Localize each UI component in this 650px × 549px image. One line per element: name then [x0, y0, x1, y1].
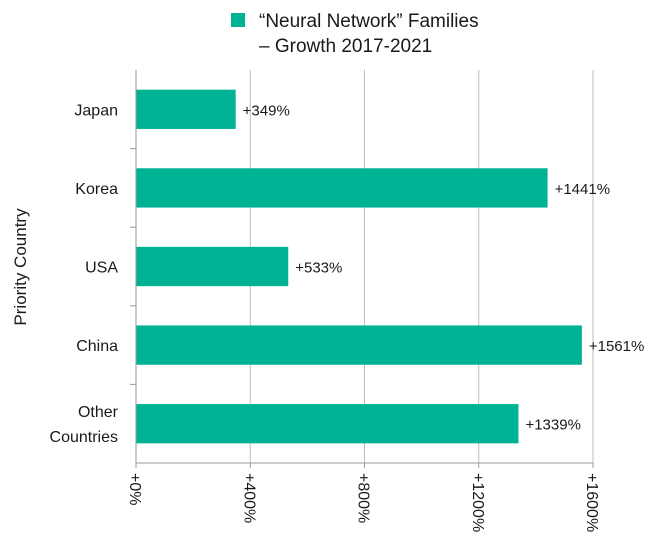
y-tick-label: Other — [78, 404, 119, 421]
bar — [136, 404, 519, 444]
legend: “Neural Network” Families – Growth 2017-… — [231, 11, 479, 57]
legend-label-line1: “Neural Network” Families — [259, 11, 479, 32]
bar — [136, 246, 289, 287]
axes — [130, 70, 594, 468]
data-label: +533% — [295, 260, 342, 277]
bars — [136, 89, 582, 444]
bar — [136, 89, 236, 129]
y-tick-label: Korea — [75, 181, 118, 198]
y-tick-label: Countries — [50, 429, 118, 446]
bar — [136, 168, 548, 208]
x-tick-label: +400% — [240, 473, 257, 523]
data-label: +1561% — [589, 338, 644, 355]
data-label: +1441% — [555, 181, 610, 198]
x-tick-label: +0% — [126, 473, 143, 505]
x-tick-label: +1200% — [469, 473, 486, 532]
legend-swatch — [231, 13, 245, 27]
legend-label-line2: – Growth 2017-2021 — [259, 36, 432, 57]
y-tick-label: Japan — [74, 102, 118, 119]
y-axis-title: Priority Country — [11, 208, 30, 326]
y-tick-label: China — [76, 338, 118, 355]
bar — [136, 325, 582, 365]
data-label: +1339% — [525, 417, 580, 434]
x-tick-label: +800% — [355, 473, 372, 523]
labels: Japan +349% Korea +1441% USA +533% China +1561%… — [50, 102, 645, 532]
x-tick-label: +1600% — [583, 473, 600, 532]
y-tick-label: USA — [85, 260, 118, 277]
data-label: +349% — [243, 102, 290, 119]
